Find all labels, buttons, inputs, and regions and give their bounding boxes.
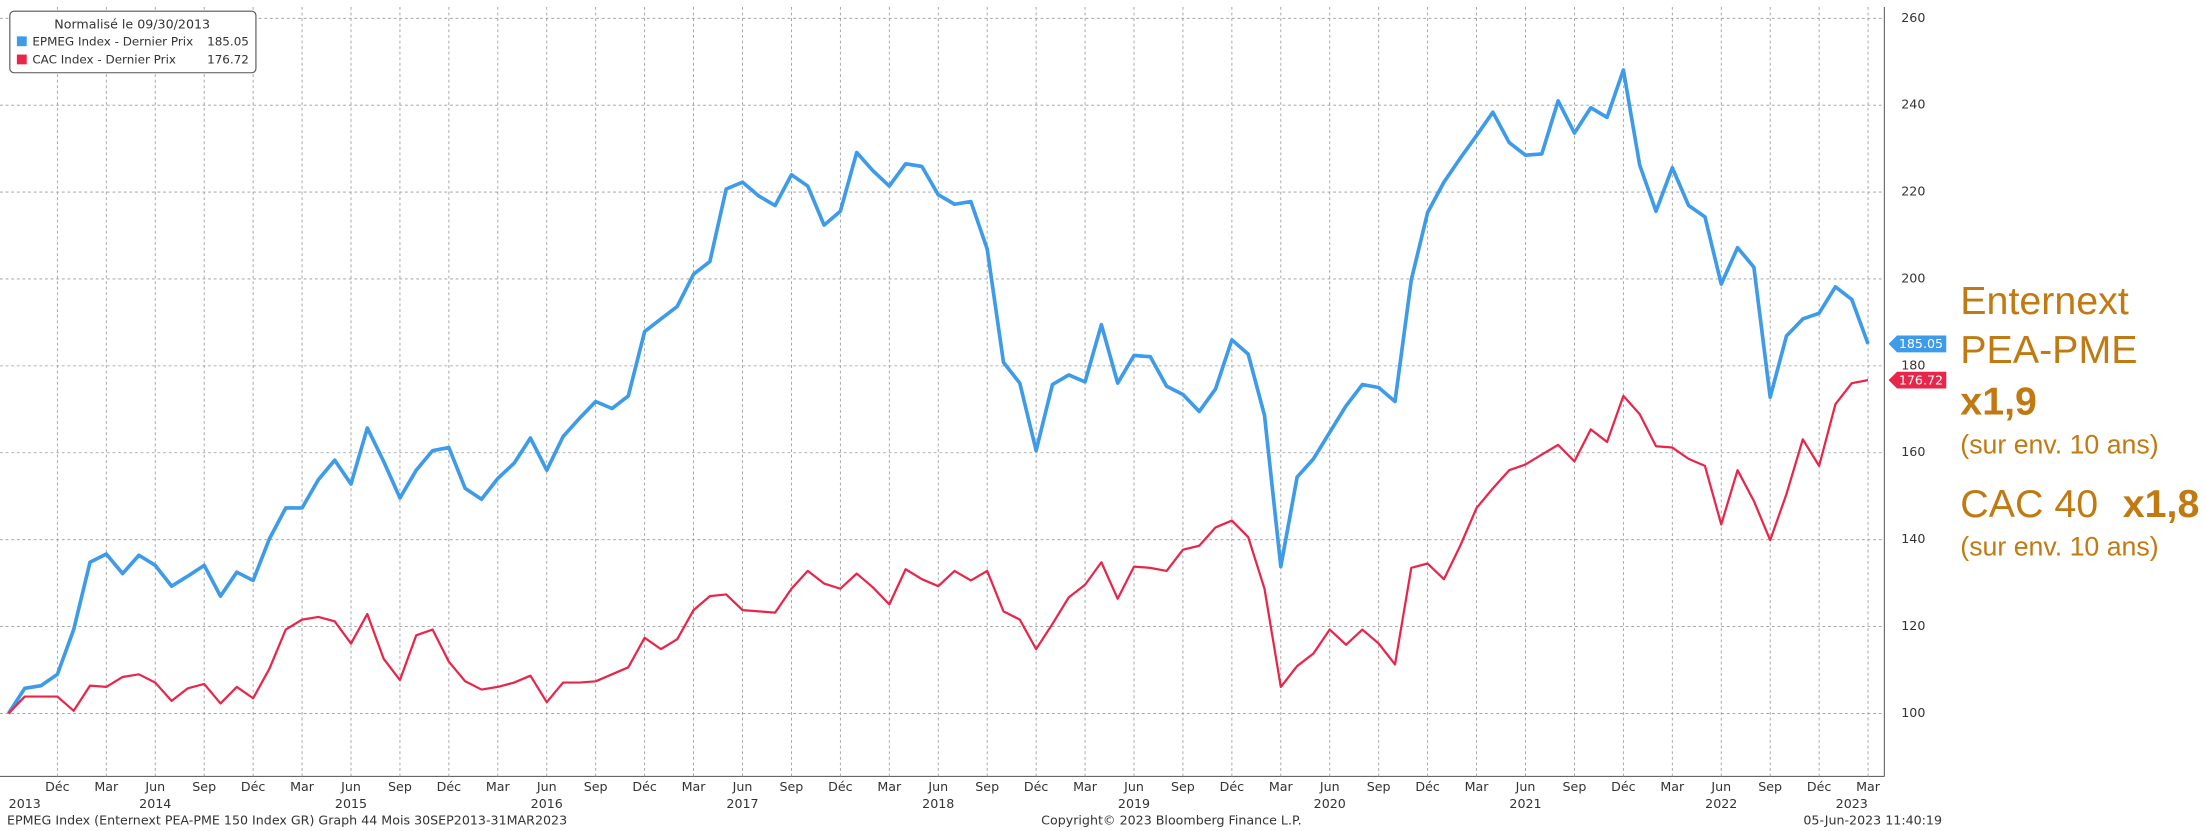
annotation: (sur env. 10 ans)	[1960, 429, 2158, 459]
x-tick-label: Déc	[437, 779, 462, 794]
end-value-tag	[1888, 335, 1947, 353]
x-tick-label: Sep	[1171, 779, 1195, 794]
annotation: CAC 40	[1960, 482, 2098, 526]
x-tick-label: Déc	[1415, 779, 1440, 794]
x-tick-label: Mar	[486, 779, 511, 794]
legend-label: EPMEG Index - Dernier Prix	[32, 34, 193, 48]
end-value-label: 185.05	[1899, 336, 1943, 351]
x-tick-label: Sep	[975, 779, 999, 794]
x-year-label: 2016	[531, 796, 563, 811]
legend: Normalisé le 09/30/2013 EPMEG Index - De…	[9, 10, 257, 74]
series-line	[6, 68, 1870, 715]
x-year-label: 2023	[1836, 796, 1868, 811]
x-tick-label: Déc	[1220, 779, 1245, 794]
legend-value: 176.72	[207, 53, 249, 67]
x-tick-label: Jun	[144, 779, 165, 794]
annotations: Enternext PEA-PME x1,9 (sur env. 10 ans)…	[1960, 279, 2199, 561]
x-tick-label: Déc	[241, 779, 266, 794]
y-tick-label: 160	[1901, 444, 1925, 459]
x-tick-label: Sep	[1758, 779, 1782, 794]
x-year-label: 2019	[1118, 796, 1150, 811]
x-tick-label: Jun	[927, 779, 948, 794]
x-tick-label: Déc	[45, 779, 70, 794]
x-tick-label: Mar	[1856, 779, 1881, 794]
footer-source: EPMEG Index (Enternext PEA-PME 150 Index…	[7, 813, 567, 828]
x-tick-label: Sep	[1367, 779, 1391, 794]
legend-value: 185.05	[207, 34, 249, 48]
x-tick-label: Jun	[1710, 779, 1731, 794]
x-tick-label: Mar	[94, 779, 119, 794]
x-tick-label: Mar	[1269, 779, 1294, 794]
y-tick-label: 260	[1901, 10, 1925, 25]
x-tick-label: Sep	[780, 779, 804, 794]
x-tick-label: Jun	[1123, 779, 1144, 794]
x-year-label: 2022	[1705, 796, 1737, 811]
grid	[0, 6, 1885, 777]
footer-timestamp: 05-Jun-2023 11:40:19	[1803, 813, 1942, 828]
x-year-label: 2014	[139, 796, 171, 811]
x-tick-label: Jun	[340, 779, 361, 794]
x-tick-label: Mar	[682, 779, 707, 794]
x-tick-label: Jun	[732, 779, 753, 794]
y-tick-label: 140	[1901, 531, 1925, 546]
legend-swatch	[16, 36, 27, 47]
x-tick-label: Déc	[632, 779, 657, 794]
x-year-label: 2015	[335, 796, 367, 811]
x-tick-label: Mar	[1465, 779, 1490, 794]
x-tick-label: Sep	[1563, 779, 1587, 794]
x-year-label: 2021	[1509, 796, 1541, 811]
legend-box	[9, 10, 257, 74]
x-tick-label: Jun	[1319, 779, 1340, 794]
x-tick-label: Mar	[1073, 779, 1098, 794]
annotation: Enternext	[1960, 279, 2129, 323]
x-tick-label: Mar	[877, 779, 902, 794]
x-tick-label: Sep	[192, 779, 216, 794]
legend-title: Normalisé le 09/30/2013	[54, 17, 210, 32]
x-tick-label: Déc	[1807, 779, 1832, 794]
x-year-label: 2018	[922, 796, 954, 811]
footer-copyright: Copyright© 2023 Bloomberg Finance L.P.	[1041, 813, 1302, 828]
plot	[6, 68, 1870, 715]
x-tick-label: Sep	[388, 779, 412, 794]
x-tick-label: Déc	[1024, 779, 1049, 794]
end-value-tag	[1888, 371, 1947, 389]
x-year-label: 2020	[1314, 796, 1346, 811]
annotation: (sur env. 10 ans)	[1960, 531, 2158, 561]
x-tick-label: Jun	[536, 779, 557, 794]
annotation: PEA-PME	[1960, 328, 2137, 372]
x-year-label: 2017	[726, 796, 758, 811]
y-tick-label: 120	[1901, 618, 1925, 633]
y-tick-label: 100	[1901, 705, 1925, 720]
y-tick-label: 220	[1901, 184, 1925, 199]
annotation: x1,9	[1960, 380, 2037, 424]
x-year-label: 2013	[9, 796, 41, 811]
y-tick-label: 180	[1901, 357, 1925, 372]
x-tick-label: Mar	[290, 779, 315, 794]
series-line	[7, 379, 1869, 715]
x-tick-label: Déc	[1611, 779, 1636, 794]
legend-label: CAC Index - Dernier Prix	[32, 53, 176, 67]
y-tick-label: 240	[1901, 97, 1925, 112]
y-tick-label: 200	[1901, 270, 1925, 285]
x-tick-label: Mar	[1660, 779, 1685, 794]
x-tick-label: Sep	[584, 779, 608, 794]
x-tick-label: Déc	[828, 779, 853, 794]
annotation: x1,8	[2123, 482, 2200, 526]
end-value-label: 176.72	[1899, 372, 1943, 387]
legend-swatch	[16, 54, 27, 65]
x-tick-label: Jun	[1515, 779, 1536, 794]
